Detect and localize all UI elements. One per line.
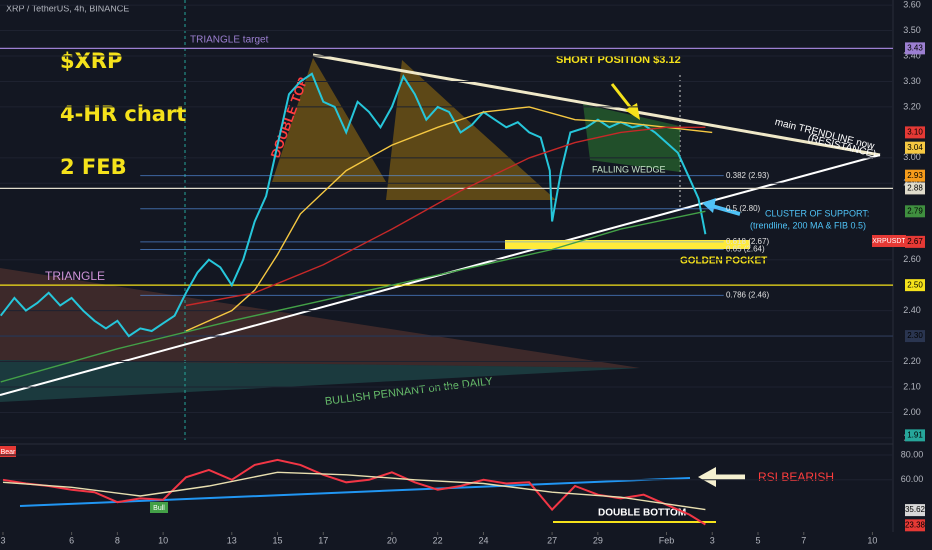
price-tag-label: 2.88 (907, 184, 923, 193)
fib-label: 0.65 (2.64) (726, 245, 765, 254)
x-tick-label: 17 (318, 535, 328, 545)
y-tick-label: 2.20 (903, 356, 921, 366)
y-tick-label: 60.00 (901, 474, 924, 484)
y-tick-label: 80.00 (901, 449, 924, 459)
annotation: DOUBLE BOTTOM (598, 508, 686, 519)
price-tag (905, 235, 925, 248)
fib-label: 0.382 (2.93) (726, 171, 769, 180)
price-tag (905, 169, 925, 182)
price-tag-label: 2.93 (907, 171, 923, 180)
y-tick-label: 3.20 (903, 101, 921, 111)
annotation: CLUSTER OF SUPPORT: (765, 208, 869, 218)
x-tick-label: 7 (801, 535, 806, 545)
triangle-lower (0, 360, 640, 402)
price-tag (905, 429, 925, 442)
y-tick-label: 2.00 (903, 407, 921, 417)
annotation: Bull (153, 505, 165, 512)
series-line (185, 126, 706, 307)
fib-label: 0.786 (2.46) (726, 290, 769, 299)
y-tick-label: 2.60 (903, 254, 921, 264)
annotation: SHORT POSITION $3.12 (556, 54, 681, 66)
price-tag-label: 35.62 (905, 505, 926, 514)
price-tag-label: 1.91 (907, 430, 923, 439)
y-tick-label: 3.40 (903, 50, 921, 60)
price-tag-label: 2.50 (907, 280, 923, 289)
y-tick-label: 2.40 (903, 305, 921, 315)
series-line (2, 471, 706, 511)
price-tag (905, 126, 925, 139)
x-tick-label: 27 (547, 535, 557, 545)
y-tick-label: 3.50 (903, 25, 921, 35)
x-tick-label: 6 (69, 535, 74, 545)
double-top-left (272, 58, 386, 182)
fib-label: 0.5 (2.80) (726, 204, 761, 213)
series-line (2, 458, 706, 526)
x-tick-label: 15 (273, 535, 283, 545)
x-tick-label: 24 (478, 535, 488, 545)
series-line (0, 210, 706, 383)
symbol-tag (872, 235, 906, 247)
arrow (711, 204, 741, 216)
x-tick-label: 20 (387, 535, 397, 545)
x-tick-label: 3 (710, 535, 715, 545)
annotation: FALLING WEDGE (592, 164, 666, 174)
x-tick-label: 10 (867, 535, 877, 545)
series-line (0, 72, 707, 338)
x-tick-label: 5 (756, 535, 761, 545)
y-tick-label: 3.00 (903, 152, 921, 162)
annotation: TRIANGLE (45, 269, 105, 283)
price-tag-label: 2.79 (907, 206, 923, 215)
drawings (0, 0, 906, 532)
x-tick-label: 10 (158, 535, 168, 545)
price-tag-label: 2.30 (907, 331, 923, 340)
annotation: (trendline, 200 MA & FIB 0.5) (750, 220, 866, 230)
annotation: 4-HR chart (60, 102, 186, 126)
x-tick-label: 13 (227, 535, 237, 545)
price-tag-label: 3.10 (907, 128, 923, 137)
annotation: 2 FEB (60, 155, 127, 179)
y-tick-label: 2.10 (903, 381, 921, 391)
annotation: TRIANGLE target (190, 35, 269, 46)
rsi-trendline (19, 477, 691, 507)
fib-label: 0.618 (2.67) (726, 237, 769, 246)
x-tick-label: 8 (115, 535, 120, 545)
price-tag (905, 279, 925, 292)
price-tag (905, 519, 925, 532)
y-tick-label: 3.30 (903, 76, 921, 86)
annotation: GOLDEN POCKET (680, 256, 767, 267)
price-tag (905, 504, 925, 517)
arrow-head (698, 467, 716, 487)
bull-tag (150, 502, 168, 513)
resistance-trendline (312, 53, 881, 157)
series-line (185, 106, 713, 332)
x-tick-label: Feb (659, 535, 675, 545)
price-tag (905, 141, 925, 154)
x-tick-label: 22 (433, 535, 443, 545)
x-tick-label: 29 (593, 535, 603, 545)
bear-tag (0, 446, 16, 457)
price-tag-label: 3.43 (907, 43, 923, 52)
price-tag-label: 3.04 (907, 143, 923, 152)
triangle-upper (0, 268, 640, 368)
annotation: RSI BEARISH (758, 470, 834, 484)
y-tick-label: 3.60 (903, 0, 921, 9)
chart-title: XRP / TetherUS, 4h, BINANCE (6, 3, 129, 13)
golden-pocket (505, 240, 750, 249)
price-tag-label: 23.38 (905, 520, 926, 529)
price-tag (905, 182, 925, 195)
annotation: $XRP (60, 49, 122, 73)
price-tag-label: 2.67 (907, 237, 923, 246)
price-tag (905, 330, 925, 343)
price-tag (905, 205, 925, 218)
price-tag (905, 42, 925, 55)
annotation: Bear (1, 449, 16, 456)
symbol-label: XRPUSDT (872, 238, 906, 245)
x-tick-label: 3 (0, 535, 5, 545)
